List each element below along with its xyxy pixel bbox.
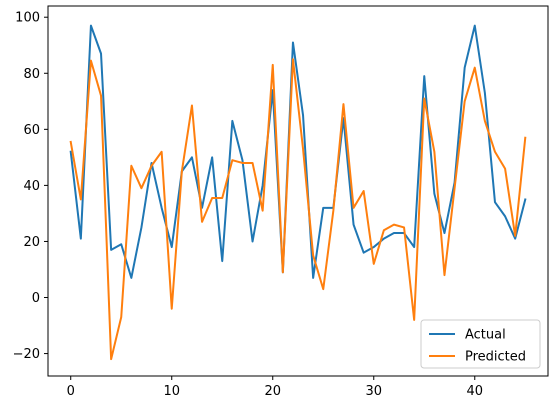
series-line-predicted bbox=[69, 58, 527, 361]
x-tick-label: 20 bbox=[264, 384, 281, 399]
x-tick-label: 40 bbox=[466, 384, 483, 399]
x-tick-label: 0 bbox=[67, 384, 75, 399]
y-tick-label: −20 bbox=[13, 347, 40, 362]
series-line-actual bbox=[69, 24, 527, 279]
y-tick-label: 60 bbox=[23, 123, 40, 138]
axes-layer: 0 10 20 30 40 −20 0 20 40 60 80 100 bbox=[13, 5, 549, 399]
y-tick-label: 40 bbox=[23, 179, 40, 194]
legend-label-actual: Actual bbox=[465, 328, 506, 343]
y-tick-label: 0 bbox=[32, 291, 40, 306]
axes-frame bbox=[47, 5, 549, 377]
y-tick-label: 20 bbox=[23, 235, 40, 250]
legend-label-predicted: Predicted bbox=[465, 350, 526, 365]
y-tick-label: 80 bbox=[23, 67, 40, 82]
x-tick-label: 30 bbox=[365, 384, 382, 399]
legend: Actual Predicted bbox=[420, 319, 541, 369]
y-tick-label: 100 bbox=[15, 11, 40, 26]
x-tick-label: 10 bbox=[163, 384, 180, 399]
series-layer bbox=[69, 24, 527, 361]
